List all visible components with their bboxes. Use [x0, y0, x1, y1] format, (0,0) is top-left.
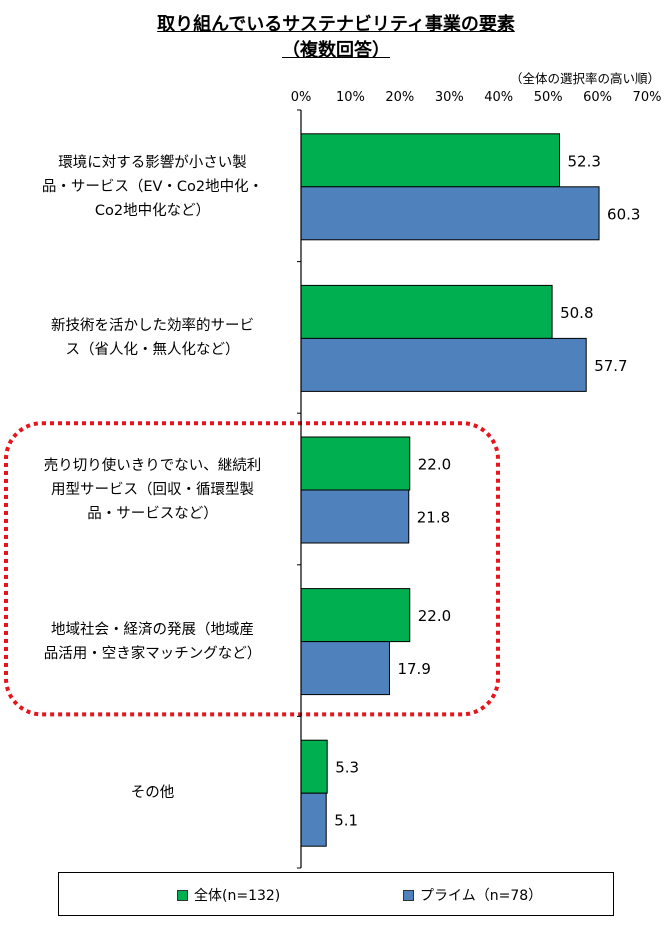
data-label: 52.3 [568, 152, 601, 170]
bar-total [300, 739, 328, 794]
data-label: 60.3 [607, 205, 640, 223]
bar-prime [300, 792, 327, 847]
data-label: 50.8 [560, 304, 593, 322]
bar-prime [300, 489, 410, 544]
bar-prime [300, 337, 587, 392]
category-label: 地域社会・経済の発展（地域産 品活用・空き家マッチングなど） [43, 621, 262, 662]
legend-item-prime: プライム（n=78） [403, 885, 542, 905]
legend-swatch-prime [403, 889, 414, 901]
data-label: 57.7 [594, 357, 627, 375]
x-tick-label: 20% [385, 90, 414, 105]
bar-total [300, 588, 411, 643]
sort-note: （全体の選択率の高い順） [509, 71, 660, 86]
category-label: 売り切り使いきりでない、継続利 用型サービス（回収・循環型製 品・サービスなど） [43, 458, 262, 522]
highlight-box [4, 421, 500, 717]
legend-item-total: 全体(n=132) [177, 885, 280, 905]
category-label: 新技術を活かした効率的サービ ス（省人化・無人化など） [51, 318, 254, 359]
x-tick-label: 0% [291, 90, 312, 105]
data-label: 5.3 [335, 759, 359, 777]
legend-swatch-total [177, 889, 188, 901]
chart-subtitle: （複数回答） [282, 40, 390, 61]
legend-label-prime: プライム（n=78） [420, 888, 543, 904]
x-tick-label: 60% [583, 90, 612, 105]
chart-title: 取り組んでいるサステナビリティ事業の要素 [157, 14, 515, 35]
bar-total [300, 133, 561, 188]
data-label: 5.1 [334, 812, 358, 830]
data-label: 21.8 [417, 509, 450, 527]
category-label: その他 [130, 785, 175, 802]
bar-total [300, 436, 411, 491]
bar-prime [300, 186, 600, 241]
legend-label-total: 全体(n=132) [194, 888, 281, 904]
x-tick-label: 70% [633, 90, 662, 105]
data-label: 22.0 [418, 607, 451, 625]
legend: 全体(n=132) プライム（n=78） [58, 872, 614, 916]
x-tick-label: 30% [435, 90, 464, 105]
x-tick-label: 50% [534, 90, 563, 105]
x-tick-label: 40% [484, 90, 513, 105]
data-label: 22.0 [418, 456, 451, 474]
x-tick-label: 10% [336, 90, 365, 105]
category-label: 環境に対する影響が小さい製 品・サービス（EV・Co2地中化・ Co2地中化など） [41, 154, 264, 219]
data-label: 17.9 [397, 660, 430, 678]
bar-prime [300, 641, 390, 696]
bar-total [300, 284, 553, 339]
